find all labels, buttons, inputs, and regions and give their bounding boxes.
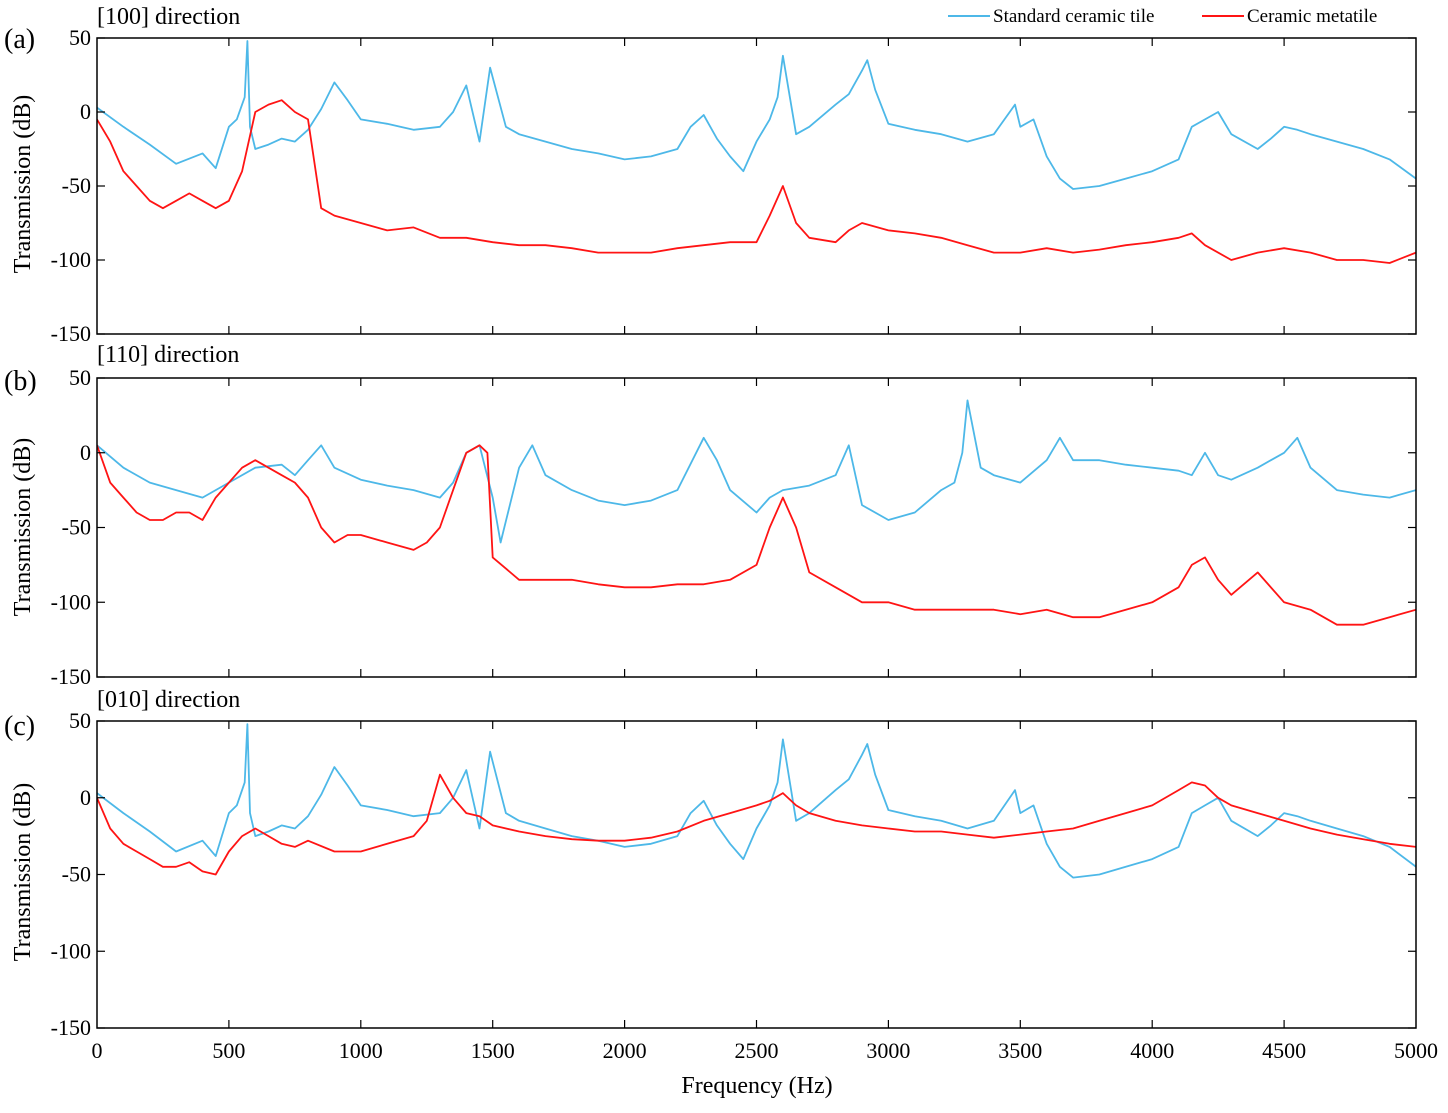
panel-a-ytick-label: -50	[62, 173, 91, 198]
panel-a-ytick-label: 0	[80, 99, 91, 124]
panel-c-ytick-label: -50	[62, 862, 91, 887]
panel-b-plot: 50 0 -50 -100 -150	[51, 365, 1417, 689]
panel-c-xtick-label: 2000	[603, 1038, 647, 1063]
panel-b-ytick-label: -50	[62, 515, 91, 540]
legend-label-standard: Standard ceramic tile	[993, 6, 1154, 27]
legend-label-metatile: Ceramic metatile	[1247, 6, 1377, 27]
panel-c-xtick-label: 1000	[339, 1038, 383, 1063]
panel-b-letter: (b)	[4, 366, 37, 397]
panel-a-title: [100] direction	[97, 4, 240, 30]
panel-b-series-ceramic-metatile	[97, 444, 1416, 626]
panel-a: (a) [100] direction 50 0 -50 -100 -150 Trans…	[4, 4, 1417, 346]
panel-c-xtick-label: 5000	[1394, 1038, 1438, 1063]
panel-b-ytick-label: -150	[51, 664, 91, 689]
panel-c-ytick-label: -150	[51, 1015, 91, 1040]
panel-c-ytick-label: 50	[69, 708, 91, 733]
panel-a-ytick-label: -150	[51, 321, 91, 346]
panel-c-xtick-label: 3500	[998, 1038, 1042, 1063]
x-axis-title: Frequency (Hz)	[681, 1073, 832, 1099]
panel-b: (b) [110] direction 50 0 -50 -100 -150 Trans…	[4, 342, 1417, 689]
panel-a-ytick-label: -100	[51, 247, 91, 272]
panel-b-ylabel: Transmission (dB)	[10, 438, 36, 616]
panel-b-ytick-label: -100	[51, 589, 91, 614]
panel-c-xtick-label: 0	[92, 1038, 103, 1063]
panel-a-ylabel: Transmission (dB)	[10, 95, 36, 273]
panel-c-letter: (c)	[4, 711, 35, 742]
panel-a-letter: (a)	[4, 24, 35, 55]
panel-c-plot: 500-50-100-1500 500 1000 1500 2000 2500 3000 35…	[51, 708, 1438, 1063]
panel-b-frame	[96, 377, 1417, 678]
legend: Standard ceramic tile Ceramic metatile	[948, 6, 1377, 27]
panel-c-xtick-label: 500	[212, 1038, 245, 1063]
panel-b-series-standard-ceramic-tile	[97, 399, 1416, 544]
panel-c-xtick-label: 4000	[1130, 1038, 1174, 1063]
panel-c-frame	[96, 720, 1417, 1029]
panel-c-ylabel: Transmission (dB)	[10, 783, 36, 961]
panel-c-ytick-label: -100	[51, 938, 91, 963]
panel-a-plot: 50 0 -50 -100 -150	[51, 25, 1417, 346]
panel-a-ytick-label: 50	[69, 25, 91, 50]
panel-c-xtick-label: 4500	[1262, 1038, 1306, 1063]
panel-c-ytick-label: 0	[80, 785, 91, 810]
panel-c-series-standard-ceramic-tile	[97, 723, 1416, 879]
panel-a-frame	[96, 37, 1417, 335]
panel-c-xtick-label: 3000	[866, 1038, 910, 1063]
panel-a-series-standard-ceramic-tile	[97, 40, 1416, 190]
panel-b-ytick-label: 0	[80, 440, 91, 465]
panel-c-title: [010] direction	[97, 687, 240, 713]
panel-c-xtick-label: 2500	[735, 1038, 779, 1063]
panel-a-series-ceramic-metatile	[97, 99, 1416, 264]
panel-b-ytick-label: 50	[69, 365, 91, 390]
panel-b-title: [110] direction	[97, 342, 239, 368]
panel-c-series-ceramic-metatile	[97, 773, 1416, 876]
panel-c-xtick-label: 1500	[471, 1038, 515, 1063]
panel-c: (c) [010] direction 500-50-100-1500 500 10…	[4, 687, 1438, 1099]
